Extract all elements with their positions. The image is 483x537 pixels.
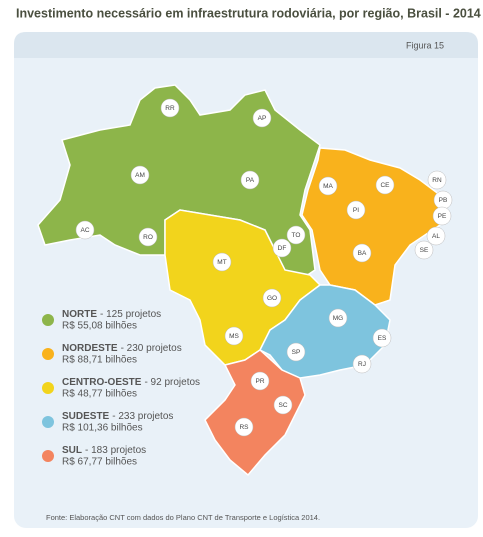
legend-dot [42,314,54,326]
region-shape [301,147,451,306]
region-projects: - 125 projetos [100,309,161,320]
region-projects: - 92 projetos [144,377,200,388]
region-projects: - 183 projetos [85,445,146,456]
state-marker [432,206,452,226]
state-label: BA [358,250,367,257]
state-marker [234,417,254,437]
region-name: SUL [62,445,82,456]
state-marker [286,225,306,245]
state-label: PB [439,197,448,204]
legend-title: NORDESTE - 230 projetos [62,343,182,354]
state-label: RS [239,424,249,431]
state-marker [352,354,372,374]
state-marker [427,170,447,190]
state-marker [75,220,95,240]
legend-title: SUDESTE - 233 projetos [62,411,173,422]
state-marker [250,371,270,391]
state-marker [240,170,260,190]
state-marker [328,308,348,328]
state-marker [160,98,180,118]
state-label: GO [267,295,277,302]
state-marker [318,176,338,196]
state-label: DF [278,245,287,252]
legend-dot [42,348,54,360]
legend-title: CENTRO-OESTE - 92 projetos [62,377,200,388]
legend-dot [42,416,54,428]
panel-header [14,32,478,58]
region-shape [204,349,306,477]
state-marker [414,240,434,260]
state-marker [252,108,272,128]
region-name: SUDESTE [62,411,110,422]
region-projects: - 233 projetos [112,411,173,422]
state-label: MT [217,259,226,266]
state-marker [272,238,292,258]
state-label: SE [420,247,429,254]
state-marker [273,395,293,415]
state-marker [375,175,395,195]
state-marker [138,227,158,247]
figure-label: Figura 15 [406,40,444,50]
state-label: AC [80,227,89,234]
state-marker [212,252,232,272]
state-marker [426,226,446,246]
state-label: MG [333,315,343,322]
legend-dot [42,382,54,394]
region-name: NORDESTE [62,343,118,354]
state-marker [346,200,366,220]
state-label: ES [378,335,387,342]
state-marker [262,288,282,308]
region-investment: R$ 55,08 bilhões [62,321,137,332]
state-label: TO [292,232,301,239]
state-label: RO [143,234,153,241]
legend-title: SUL - 183 projetos [62,445,146,456]
legend-title: NORTE - 125 projetos [62,309,161,320]
state-label: PR [255,378,264,385]
source: Fonte: Elaboração CNT com dados do Plano… [46,513,320,522]
title: Investimento necessário em infraestrutur… [16,6,481,20]
region-investment: R$ 67,77 bilhões [62,457,137,468]
state-label: RJ [358,361,366,368]
region-investment: R$ 101,36 bilhões [62,423,143,434]
state-label: AL [432,233,440,240]
state-label: CE [380,182,390,189]
state-marker [130,165,150,185]
legend-dot [42,450,54,462]
region-investment: R$ 88,71 bilhões [62,355,137,366]
state-label: PE [438,213,447,220]
state-label: RR [165,105,175,112]
state-label: MA [323,183,333,190]
region-name: CENTRO-OESTE [62,377,142,388]
state-label: AP [258,115,267,122]
state-marker [372,328,392,348]
state-label: SP [292,349,301,356]
region-projects: - 230 projetos [121,343,182,354]
state-label: RN [432,177,442,184]
state-marker [286,342,306,362]
region-name: NORTE [62,309,97,320]
state-marker [224,326,244,346]
region-investment: R$ 48,77 bilhões [62,389,137,400]
state-label: AM [135,172,145,179]
state-marker [352,243,372,263]
state-label: PI [353,207,359,214]
state-label: MS [229,333,239,340]
state-label: SC [278,402,287,409]
state-label: PA [246,177,255,184]
